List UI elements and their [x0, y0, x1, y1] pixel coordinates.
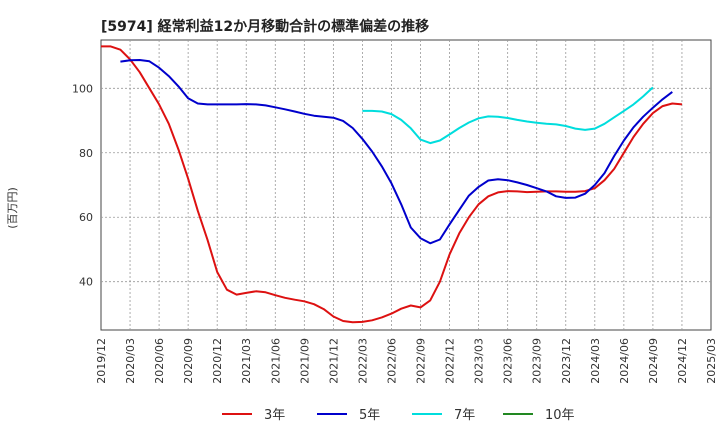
y-tick-label: 60 — [79, 211, 93, 224]
legend-label: 10年 — [545, 408, 575, 423]
x-tick-label: 2025/03 — [705, 338, 718, 384]
legend: 3年 5年 7年 10年 — [222, 408, 575, 423]
x-tick-label: 2024/06 — [618, 338, 631, 384]
x-tick-label: 2020/12 — [211, 338, 224, 384]
legend-label: 5年 — [359, 408, 380, 423]
y-tick-labels: 40 60 80 100 — [72, 82, 93, 288]
legend-label: 3年 — [264, 408, 285, 423]
x-tick-label: 2024/09 — [647, 338, 660, 384]
x-tick-label: 2022/12 — [444, 338, 457, 384]
x-tick-label: 2023/12 — [560, 338, 573, 384]
y-tick-label: 100 — [72, 82, 93, 95]
x-tick-label: 2020/06 — [153, 338, 166, 384]
series-layer — [101, 45, 683, 324]
grid-layer — [101, 40, 711, 330]
x-tick-label: 2024/03 — [589, 338, 602, 384]
x-tick-label: 2021/12 — [327, 338, 340, 384]
plot-area — [100, 39, 712, 331]
x-tick-label: 2022/09 — [415, 338, 428, 384]
series-line-3年 — [101, 45, 683, 324]
series-line-5年 — [120, 59, 673, 245]
x-tick-label: 2024/12 — [676, 338, 689, 384]
x-tick-label: 2020/09 — [182, 338, 195, 384]
y-axis-label: (百万円) — [6, 187, 19, 229]
chart-title: [5974] 経常利益12か月移動合計の標準偏差の推移 — [101, 18, 429, 35]
x-tick-label: 2021/09 — [298, 338, 311, 384]
series-line-7年 — [362, 86, 654, 145]
x-tick-label: 2022/06 — [385, 338, 398, 384]
y-tick-label: 40 — [79, 276, 93, 289]
x-tick-label: 2021/06 — [269, 338, 282, 384]
x-tick-label: 2021/03 — [240, 338, 253, 384]
x-tick-labels: 2019/12 2020/03 2020/06 2020/09 2020/12 2021/… — [95, 338, 718, 384]
x-tick-label: 2020/03 — [124, 338, 137, 384]
x-tick-label: 2023/06 — [502, 338, 515, 384]
x-tick-label: 2022/03 — [356, 338, 369, 384]
y-tick-label: 80 — [79, 147, 93, 160]
x-tick-label: 2019/12 — [95, 338, 108, 384]
legend-label: 7年 — [454, 408, 475, 423]
x-tick-label: 2023/03 — [473, 338, 486, 384]
x-tick-label: 2023/09 — [531, 338, 544, 384]
